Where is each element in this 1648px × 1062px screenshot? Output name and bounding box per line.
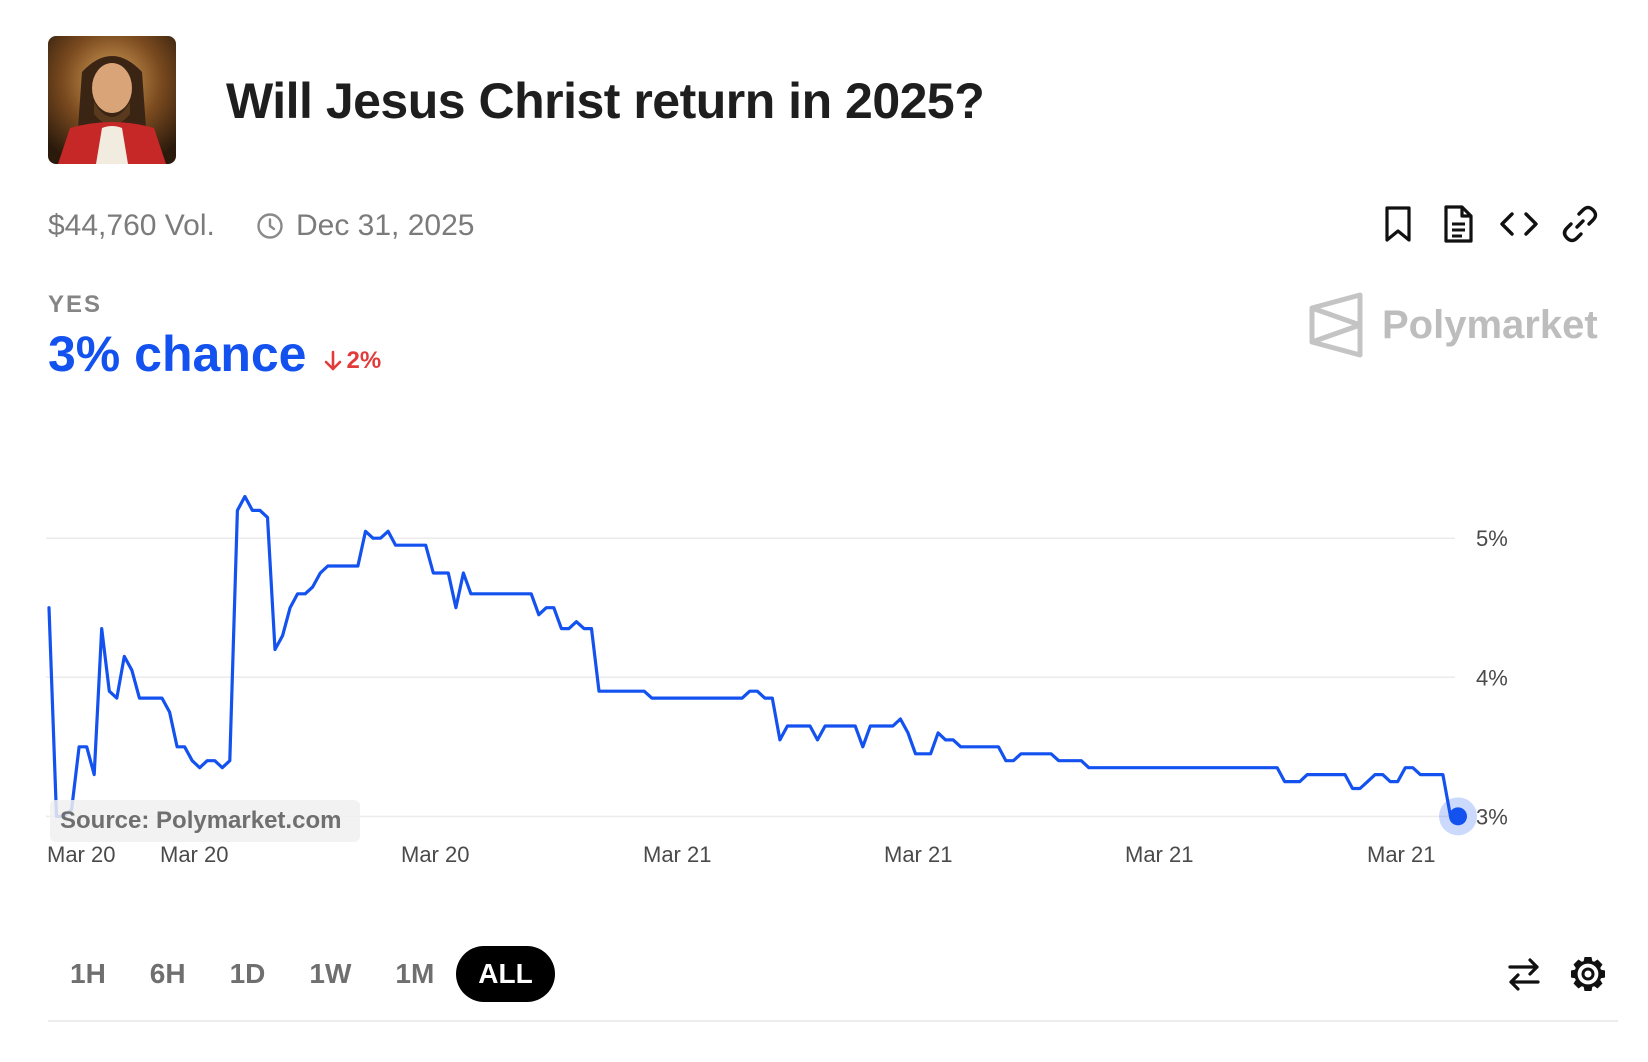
- arrow-down-icon: [325, 350, 342, 371]
- market-image: [48, 36, 176, 164]
- series-line: [47, 494, 1460, 818]
- document-icon: [1444, 205, 1473, 243]
- bookmark-button[interactable]: [1376, 202, 1420, 246]
- chance-display: 3% chance 2%: [48, 322, 381, 386]
- range-6h[interactable]: 6H: [149, 958, 186, 989]
- x-tick-label: Mar 21: [1125, 842, 1193, 867]
- last-point-marker: [1449, 807, 1467, 826]
- swap-outcome-button[interactable]: [1502, 952, 1546, 996]
- end-date: Dec 31, 2025: [256, 206, 474, 246]
- range-1d[interactable]: 1D: [229, 958, 266, 989]
- range-all[interactable]: ALL: [456, 946, 555, 1002]
- change-badge: 2%: [322, 347, 381, 375]
- price-chart: 5%4%3% Mar 20 Mar 20 Mar 20 Mar 21 Mar 21 Mar…: [46, 494, 1508, 867]
- x-tick-label: Mar 20: [47, 842, 115, 867]
- series-layer: [47, 494, 1477, 836]
- polymarket-watermark: Polymarket: [1308, 292, 1598, 358]
- market-title: Will Jesus Christ return in 2025?: [226, 73, 985, 129]
- y-tick-label: 4%: [1476, 665, 1508, 690]
- y-tick-label: 5%: [1476, 526, 1508, 551]
- range-1m[interactable]: 1M: [395, 958, 435, 989]
- section-divider: [48, 1020, 1618, 1022]
- chance-value: 3% chance: [48, 326, 307, 382]
- y-axis-ticks: 5% 4% 3%: [1476, 526, 1508, 829]
- swap-arrows-icon: [1508, 958, 1540, 991]
- brand-name: Polymarket: [1382, 302, 1598, 347]
- clock-icon: [257, 213, 283, 239]
- outcome-label: YES: [48, 291, 103, 318]
- x-tick-label: Mar 21: [1367, 842, 1435, 867]
- source-label: Source: Polymarket.com: [50, 800, 360, 842]
- bookmark-icon: [1385, 206, 1411, 242]
- gear-icon: [1571, 957, 1605, 991]
- volume-text: $44,760 Vol.: [48, 209, 215, 242]
- embed-button[interactable]: [1497, 202, 1541, 246]
- range-1h[interactable]: 1H: [70, 958, 106, 989]
- market-thumbnail: [48, 36, 176, 164]
- document-button[interactable]: [1436, 202, 1480, 246]
- chart-settings-button[interactable]: [1566, 952, 1610, 996]
- copy-link-button[interactable]: [1558, 202, 1602, 246]
- range-1w[interactable]: 1W: [309, 958, 352, 989]
- time-range-selector: 1H 6H 1D 1W 1M ALL: [48, 946, 555, 1002]
- y-tick-label: 3%: [1476, 804, 1508, 829]
- gridlines: [46, 537, 1455, 818]
- x-tick-label: Mar 20: [401, 842, 469, 867]
- end-date-text: Dec 31, 2025: [296, 209, 475, 242]
- x-tick-label: Mar 20: [160, 842, 228, 867]
- code-icon: [1500, 212, 1538, 236]
- x-axis-ticks: Mar 20 Mar 20 Mar 20 Mar 21 Mar 21 Mar 21 Mar …: [47, 842, 1435, 867]
- polymarket-logo-icon: [1309, 292, 1363, 358]
- link-icon: [1562, 205, 1598, 243]
- x-tick-label: Mar 21: [884, 842, 952, 867]
- x-tick-label: Mar 21: [643, 842, 711, 867]
- change-value: 2%: [346, 347, 382, 374]
